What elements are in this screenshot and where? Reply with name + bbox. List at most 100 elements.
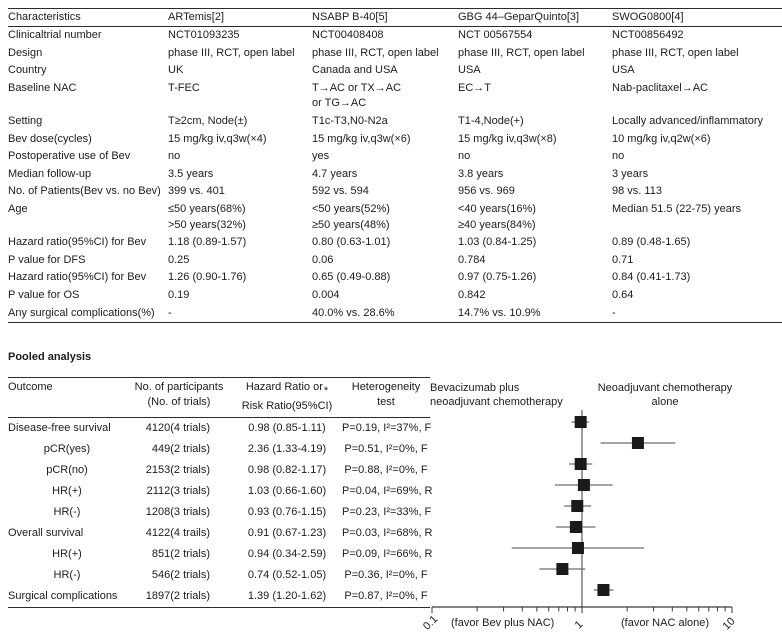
trial-characteristic-row: No. of Patients(Bev vs. no Bev) 399 vs. 4…	[8, 183, 782, 201]
trial-value-cell: Canada and USA	[312, 64, 398, 77]
trial-value-cell: 0.65 (0.49-0.88)	[312, 271, 391, 284]
trial-value-cell: NCT 00567554	[458, 29, 533, 41]
pooled-participants-cell: 851(2 trials)	[151, 548, 210, 560]
pooled-col-participants-line2: (No. of trials)	[147, 396, 211, 408]
pooled-analysis-heading: Pooled analysis	[8, 351, 92, 363]
pooled-col-ratio-line2: Risk Ratio(95%CI)	[241, 400, 333, 412]
trial-value-cell: yes	[312, 150, 330, 163]
trial-value-cell: 1.26 (0.90-1.76)	[168, 271, 247, 284]
pooled-outcome-cell: Overall survival	[8, 527, 84, 539]
estimate-marker	[571, 542, 584, 554]
pooled-header-row: Outcome No. of participants (No. of tria…	[8, 377, 430, 418]
trial-value-cell: 1.03 (0.84-1.25)	[458, 236, 537, 249]
trial-characteristic-row: Baseline NAC T-FEC T→AC or TX→AC or TG→AC E…	[8, 80, 782, 113]
trial-value-cell: Nab-paclitaxel→AC	[612, 81, 708, 94]
trial-value-cell: <50 years(52%) ≥50 years(48%)	[312, 202, 390, 231]
trial-value-cell: T≥2cm, Node(±)	[168, 114, 248, 127]
trial-value-cell: Median 51.5 (22-75) years	[612, 202, 742, 215]
trial-value-cell: phase III, RCT, open label	[312, 46, 439, 59]
forest-right-group-label: Neoadjuvant chemotherapy alone	[597, 382, 733, 408]
row-label-cell: P value for OS	[8, 288, 80, 301]
pooled-outcome-cell: HR(-)	[53, 506, 81, 518]
pooled-participants-cell: 449(2 trials)	[151, 443, 210, 455]
row-label-cell: No. of Patients(Bev vs. no Bev)	[8, 185, 161, 198]
estimate-marker	[597, 584, 610, 596]
trial-value-cell: 15 mg/kg iv,q3w(×4)	[168, 132, 267, 145]
trial-characteristic-row: Hazard ratio(95%CI) for Bev 1.26 (0.90-1.…	[8, 269, 782, 287]
trial-value-cell: USA	[612, 64, 635, 77]
trial-value-cell: USA	[458, 64, 481, 77]
ratio-header-text: Hazard Ratio or	[245, 381, 323, 393]
pooled-participants-cell: 546(2 trials)	[151, 569, 210, 581]
pooled-heterogeneity-cell: P=0.04, I²=69%, R	[342, 485, 433, 497]
trial-value-cell: ≤50 years(68%) >50 years(32%)	[168, 202, 246, 231]
trial-characteristic-row: Median follow-up 3.5 years 4.7 years 3.8 ye…	[8, 166, 782, 184]
trial-value-cell: 0.004	[312, 288, 340, 301]
forest-plot-svg	[431, 410, 733, 613]
trial-characteristic-row: P value for OS 0.19 0.004 0.842 0.64	[8, 287, 782, 305]
pooled-participants-cell: 1208(3 trials)	[145, 506, 210, 518]
trial-characteristic-row: P value for DFS 0.25 0.06 0.784 0.71	[8, 252, 782, 270]
row-label-cell: Postoperative use of Bev	[8, 150, 131, 163]
trial-value-cell: T1c-T3,N0-N2a	[312, 114, 388, 127]
trial-value-cell: 40.0% vs. 28.6%	[312, 306, 395, 319]
pooled-participants-cell: 2153(2 trials)	[145, 464, 210, 476]
trial-value-cell: 10 mg/kg iv,q2w(×6)	[612, 132, 711, 145]
trial-characteristics-table: Characteristics ARTemis[2] NSABP B-40[5]…	[8, 8, 782, 324]
col-header-nsabp-b40: NSABP B-40[5]	[312, 8, 458, 27]
trial-value-cell: no	[168, 150, 181, 163]
trial-value-cell: 4.7 years	[312, 167, 358, 180]
pooled-outcome-cell: HR(+)	[52, 548, 82, 560]
row-label-cell: Hazard ratio(95%CI) for Bev	[8, 271, 147, 284]
trial-value-cell: 0.25	[168, 253, 190, 266]
pooled-outcome-row: Overall survival 4122(4 trails) 0.91 (0.67…	[8, 523, 433, 544]
col-header-gbg44-geparquinto: GBG 44–GeparQuinto[3]	[458, 8, 612, 27]
pooled-outcome-cell: pCR(no)	[46, 464, 88, 476]
trial-value-cell: 399 vs. 401	[168, 185, 225, 198]
row-label-cell: P value for DFS	[8, 253, 86, 266]
trial-value-cell: 14.7% vs. 10.9%	[458, 306, 541, 319]
trial-value-cell: NCT00408408	[312, 29, 384, 41]
trial-value-cell: phase III, RCT, open label	[612, 46, 739, 59]
trial-characteristic-row: Setting T≥2cm, Node(±) T1c-T3,N0-N2a T1-4,N…	[8, 113, 782, 131]
trial-value-cell: phase III, RCT, open label	[168, 46, 295, 59]
trial-value-cell: 1.18 (0.89-1.57)	[168, 236, 247, 249]
trials-header-row: Characteristics ARTemis[2] NSABP B-40[5]…	[8, 8, 782, 27]
estimate-marker	[569, 521, 582, 533]
row-label-cell: Median follow-up	[8, 167, 92, 180]
pooled-ratio-cell: 1.03 (0.66-1.60)	[247, 485, 327, 497]
trial-value-cell: NCT01093235	[168, 29, 240, 41]
pooled-outcome-row: HR(+) 851(2 trials) 0.94 (0.34-2.59) P=0.09…	[8, 544, 432, 565]
trial-value-cell: 0.784	[458, 253, 486, 266]
trial-value-cell: 0.97 (0.75-1.26)	[458, 271, 537, 284]
trial-value-cell: 0.71	[612, 253, 634, 266]
estimate-marker	[631, 437, 644, 449]
row-label-cell: Age	[8, 202, 28, 215]
trial-characteristic-row: Country UK Canada and USA USA USA	[8, 62, 782, 80]
pooled-heterogeneity-cell: P=0.51, I²=0%, F	[344, 443, 428, 455]
trial-characteristic-row: Any surgical complications(%) -40.0% vs. …	[8, 305, 782, 323]
pooled-ratio-cell: 0.94 (0.34-2.59)	[247, 548, 327, 560]
row-label-cell: Any surgical complications(%)	[8, 306, 155, 319]
pooled-outcome-row: HR(-) 1208(3 trials) 0.93 (0.76-1.15) P=0.2…	[8, 502, 432, 523]
pooled-col-ratio: Hazard Ratio or* Risk Ratio(95%CI)	[232, 377, 342, 418]
trial-characteristic-row: Bev dose(cycles) 15 mg/kg iv,q3w(×4) 15 mg…	[8, 131, 782, 149]
trial-value-cell: 592 vs. 594	[312, 185, 369, 198]
trial-value-cell: EC→T	[458, 81, 491, 94]
trial-characteristic-row: Age ≤50 years(68%) >50 years(32%) <50 year…	[8, 201, 782, 234]
row-label-cell: Baseline NAC	[8, 81, 77, 94]
estimate-marker	[574, 458, 587, 470]
trial-characteristic-row: Design phase III, RCT, open label phase II…	[8, 45, 782, 63]
pooled-outcome-row: pCR(no) 2153(2 trials) 0.98 (0.82-1.17) P=0…	[8, 460, 430, 481]
pooled-outcome-cell: Surgical complications	[8, 590, 118, 602]
pooled-participants-cell: 1897(2 trials)	[145, 590, 210, 602]
pooled-outcome-row: pCR(yes) 449(2 trials) 2.36 (1.33-4.19) P=0…	[8, 439, 430, 460]
pooled-ratio-cell: 2.36 (1.33-4.19)	[247, 443, 327, 455]
pooled-outcome-row: HR(-) 546(2 trials) 0.74 (0.52-1.05) P=0.36…	[8, 565, 430, 586]
trial-value-cell: 3.5 years	[168, 167, 214, 180]
pooled-outcome-cell: HR(+)	[52, 485, 82, 497]
pooled-ratio-cell: 0.98 (0.82-1.17)	[247, 464, 327, 476]
col-header-swog0800: SWOG0800[4]	[612, 8, 782, 27]
row-label-cell: Setting	[8, 114, 43, 127]
